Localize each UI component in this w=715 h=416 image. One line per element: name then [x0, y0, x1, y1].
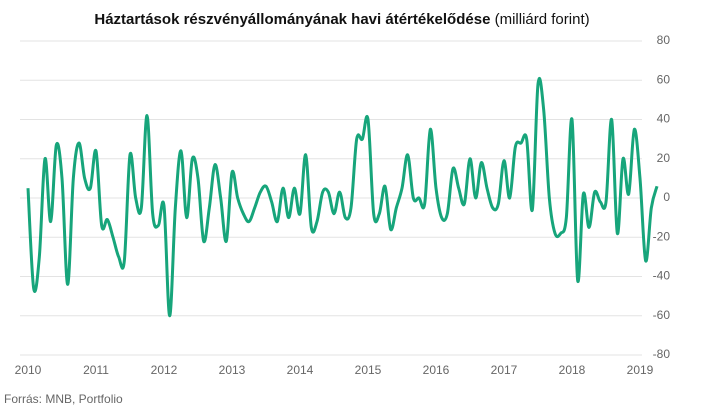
data-line: [26, 76, 659, 318]
x-tick-label: 2018: [559, 363, 586, 377]
y-tick-label: 0: [663, 190, 670, 204]
chart-title: Háztartások részvényállományának havi át…: [94, 11, 589, 28]
y-tick-label: -40: [653, 269, 671, 283]
x-tick-label: 2012: [151, 363, 178, 377]
title-main: Háztartások részvényállományának havi át…: [94, 11, 490, 28]
x-tick-label: 2010: [15, 363, 42, 377]
y-tick-label: 80: [657, 33, 671, 47]
x-tick-label: 2016: [423, 363, 450, 377]
y-tick-label: 60: [657, 72, 671, 86]
x-tick-label: 2017: [491, 363, 518, 377]
x-tick-label: 2019: [627, 363, 654, 377]
y-tick-label: -20: [653, 229, 671, 243]
y-tick-label: -60: [653, 308, 671, 322]
x-tick-label: 2011: [83, 363, 109, 377]
source: Forrás: MNB, Portfolio: [4, 392, 123, 406]
x-tick-label: 2015: [355, 363, 382, 377]
y-tick-label: 20: [657, 151, 671, 165]
y-tick-label: 40: [657, 112, 671, 126]
x-tick-label: 2013: [219, 363, 246, 377]
title-unit: (milliárd forint): [495, 11, 590, 28]
y-tick-label: -80: [653, 347, 671, 361]
x-tick-label: 2014: [287, 363, 314, 377]
